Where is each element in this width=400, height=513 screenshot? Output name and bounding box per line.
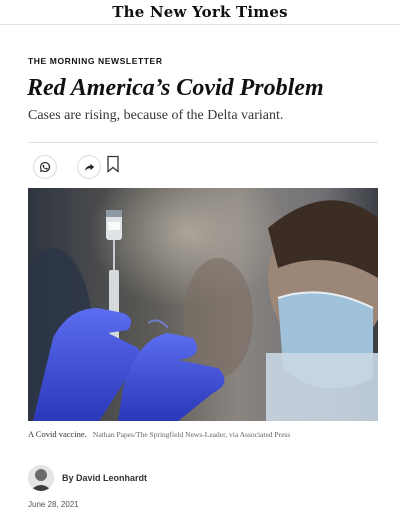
- share-arrow-icon: [84, 163, 94, 171]
- photo-credit: Nathan Papes/The Springfield News-Leader…: [92, 430, 291, 439]
- byline: By David Leonhardt: [28, 464, 147, 492]
- article-summary: Cases are rising, because of the Delta v…: [28, 108, 284, 123]
- article-photo: [28, 188, 378, 421]
- publish-date: June 28, 2021: [28, 500, 79, 509]
- share-toolbar: [28, 142, 378, 183]
- nyt-logo[interactable]: The New York Times: [112, 3, 288, 21]
- kicker-label[interactable]: THE MORNING NEWSLETTER: [28, 56, 163, 66]
- author-avatar[interactable]: [28, 465, 54, 491]
- masthead: The New York Times: [0, 0, 400, 25]
- whatsapp-share-button[interactable]: [33, 155, 57, 179]
- headline: Red America’s Covid Problem: [27, 75, 324, 101]
- author-portrait-icon: [28, 465, 54, 491]
- photo-caption: A Covid vaccine. Nathan Papes/The Spring…: [28, 429, 380, 439]
- vaccine-photo-illustration: [28, 188, 378, 421]
- bookmark-icon: [107, 155, 119, 173]
- author-link[interactable]: By David Leonhardt: [62, 473, 148, 483]
- save-button[interactable]: [106, 155, 120, 173]
- whatsapp-icon: [40, 161, 51, 172]
- share-button[interactable]: [77, 155, 101, 179]
- caption-text: A Covid vaccine.: [28, 429, 87, 439]
